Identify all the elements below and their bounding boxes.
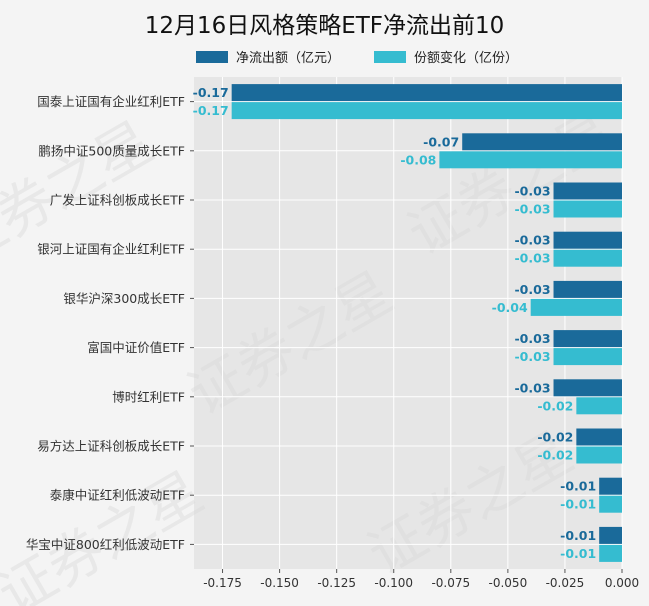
bar: [576, 428, 622, 446]
data-label: -0.03: [514, 331, 550, 346]
bar: [553, 231, 622, 249]
category-label: 银华沪深300成长ETF: [63, 291, 185, 306]
chart-title: 12月16日风格策略ETF净流出前10: [144, 13, 505, 39]
data-label: -0.01: [560, 479, 596, 494]
data-label: -0.01: [560, 528, 596, 543]
bar: [553, 330, 622, 348]
x-axis: -0.175 -0.150 -0.125 -0.100 -0.075 -0.050 -0.0…: [203, 569, 639, 590]
bar: [599, 495, 622, 513]
x-tick-label: 0.000: [605, 576, 639, 590]
bar: [576, 397, 622, 415]
y-axis: 国泰上证国有企业红利ETF 鹏扬中证500质量成长ETF 广发上证科创板成长ETF 银…: [26, 94, 194, 552]
bar: [553, 249, 622, 267]
bar: [553, 200, 622, 218]
bar: [599, 477, 622, 495]
bar: [530, 298, 622, 316]
legend-label: 净流出额（亿元）: [236, 51, 340, 66]
category-label: 银河上证国有企业红利ETF: [37, 242, 185, 257]
category-label: 泰康中证红利低波动ETF: [50, 488, 185, 503]
bar: [599, 544, 622, 562]
x-tick-label: -0.100: [374, 576, 413, 590]
bar: [231, 102, 622, 120]
category-label: 国泰上证国有企业红利ETF: [37, 94, 185, 109]
data-label: -0.07: [423, 134, 459, 149]
bar: [231, 84, 622, 102]
x-tick-label: -0.150: [260, 576, 299, 590]
watermark-text: 证券之星: [0, 460, 214, 606]
category-label: 富国中证价值ETF: [87, 340, 185, 355]
x-tick-label: -0.075: [431, 576, 470, 590]
data-label: -0.03: [514, 202, 550, 217]
legend-label: 份额变化（亿份）: [414, 50, 518, 66]
x-tick-label: -0.025: [546, 576, 585, 590]
bars: -0.17 -0.07 -0.03 -0.03 -0.03 -0.03 -0.03 -0.02…: [193, 84, 622, 562]
data-label: -0.02: [537, 448, 573, 463]
data-label: -0.02: [537, 398, 573, 413]
category-label: 华宝中证800红利低波动ETF: [26, 537, 185, 552]
x-tick-label: -0.050: [489, 576, 528, 590]
data-label: -0.08: [400, 152, 436, 167]
legend: 净流出额（亿元） 份额变化（亿份）: [196, 50, 518, 66]
legend-swatch: [374, 51, 406, 63]
bar: [553, 379, 622, 397]
data-label: -0.02: [537, 430, 573, 445]
category-label: 博时红利ETF: [112, 389, 185, 404]
bar: [553, 348, 622, 366]
data-label: -0.17: [193, 85, 229, 100]
x-tick-label: -0.175: [203, 576, 242, 590]
data-label: -0.01: [560, 546, 596, 561]
data-label: -0.17: [193, 103, 229, 118]
data-label: -0.03: [514, 233, 550, 248]
category-label: 广发上证科创板成长ETF: [50, 193, 185, 208]
data-label: -0.03: [514, 282, 550, 297]
bar: [553, 280, 622, 298]
data-label: -0.03: [514, 380, 550, 395]
category-label: 易方达上证科创板成长ETF: [37, 439, 185, 454]
data-label: -0.03: [514, 184, 550, 199]
legend-swatch: [196, 51, 228, 63]
data-label: -0.01: [560, 497, 596, 512]
data-label: -0.03: [514, 251, 550, 266]
bar: [553, 182, 622, 200]
data-label: -0.03: [514, 349, 550, 364]
bar: [576, 446, 622, 464]
bar: [439, 151, 622, 169]
category-label: 鹏扬中证500质量成长ETF: [38, 143, 185, 158]
x-tick-label: -0.125: [317, 576, 356, 590]
bar: [462, 133, 622, 151]
data-label: -0.04: [492, 300, 528, 315]
bar: [599, 526, 622, 544]
